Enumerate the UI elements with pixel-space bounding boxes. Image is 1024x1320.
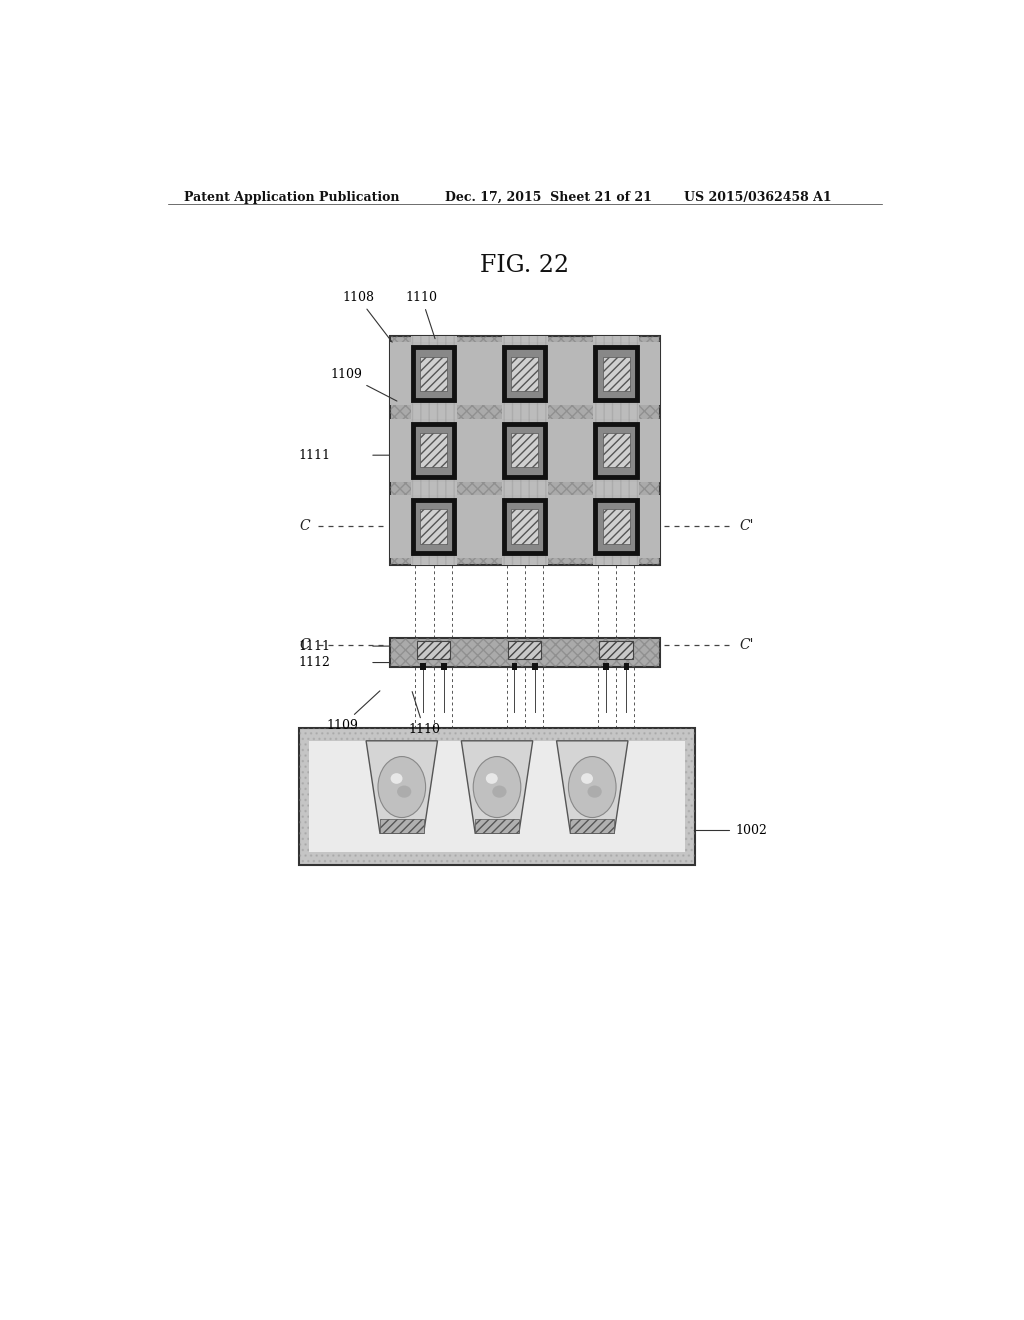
Bar <box>299 727 695 865</box>
Text: 1002: 1002 <box>694 824 767 837</box>
Text: US 2015/0362458 A1: US 2015/0362458 A1 <box>684 191 831 203</box>
Bar <box>390 638 659 667</box>
Bar <box>511 433 539 467</box>
Ellipse shape <box>390 774 402 784</box>
Bar <box>420 510 447 544</box>
Text: C': C' <box>739 639 754 652</box>
Text: 1110: 1110 <box>406 292 437 339</box>
Bar <box>502 337 548 565</box>
Bar <box>420 433 447 467</box>
Text: C: C <box>300 639 310 652</box>
Bar <box>593 337 639 565</box>
Bar <box>603 663 608 671</box>
Circle shape <box>378 756 426 817</box>
Bar <box>380 818 424 833</box>
Bar <box>595 424 637 477</box>
Text: 1109: 1109 <box>327 690 380 733</box>
Bar <box>413 347 455 400</box>
Bar <box>599 642 633 660</box>
Bar <box>502 337 548 565</box>
Bar <box>508 642 542 660</box>
Bar <box>411 337 457 565</box>
Bar <box>504 347 546 400</box>
Bar <box>595 500 637 553</box>
Text: 1108: 1108 <box>342 292 392 342</box>
Bar <box>441 663 446 671</box>
Text: C': C' <box>739 519 754 533</box>
Bar <box>595 347 637 400</box>
Text: 1109: 1109 <box>331 368 397 401</box>
Bar <box>390 337 659 565</box>
Polygon shape <box>367 741 437 833</box>
Bar <box>390 495 659 558</box>
Bar <box>413 500 455 553</box>
Bar <box>595 347 637 400</box>
Bar <box>570 818 614 833</box>
Bar <box>475 818 519 833</box>
Bar <box>421 663 426 671</box>
Bar <box>411 337 457 565</box>
Bar <box>420 356 447 391</box>
Bar <box>624 663 629 671</box>
Ellipse shape <box>493 785 507 797</box>
Text: 1111: 1111 <box>298 640 331 652</box>
Polygon shape <box>462 741 532 833</box>
Bar <box>390 418 659 482</box>
Text: FIG. 22: FIG. 22 <box>480 253 569 277</box>
Circle shape <box>473 756 521 817</box>
Bar <box>595 500 637 553</box>
Ellipse shape <box>485 774 498 784</box>
Bar <box>417 642 451 660</box>
Bar <box>309 741 685 851</box>
Polygon shape <box>556 741 628 833</box>
Text: Patent Application Publication: Patent Application Publication <box>183 191 399 203</box>
Bar <box>413 347 455 400</box>
Bar <box>532 663 538 671</box>
Bar <box>602 356 630 391</box>
Bar <box>511 510 539 544</box>
Bar <box>593 337 639 565</box>
Text: C: C <box>300 519 310 533</box>
Bar <box>413 424 455 477</box>
Bar <box>595 424 637 477</box>
Bar <box>390 342 659 405</box>
Bar <box>511 356 539 391</box>
Bar <box>504 347 546 400</box>
Text: 1110: 1110 <box>409 692 440 737</box>
Ellipse shape <box>581 774 593 784</box>
Bar <box>512 663 517 671</box>
Bar <box>504 500 546 553</box>
Bar <box>413 424 455 477</box>
Ellipse shape <box>397 785 412 797</box>
Text: Dec. 17, 2015  Sheet 21 of 21: Dec. 17, 2015 Sheet 21 of 21 <box>445 191 652 203</box>
Circle shape <box>568 756 616 817</box>
Bar <box>504 424 546 477</box>
Bar <box>390 337 659 565</box>
Text: 1111: 1111 <box>298 449 331 462</box>
Bar <box>602 433 630 467</box>
Bar <box>390 638 659 667</box>
Bar <box>602 510 630 544</box>
Text: 1112: 1112 <box>298 656 331 669</box>
Bar <box>299 727 695 865</box>
Bar <box>504 424 546 477</box>
Bar <box>504 500 546 553</box>
Ellipse shape <box>588 785 602 797</box>
Bar <box>413 500 455 553</box>
